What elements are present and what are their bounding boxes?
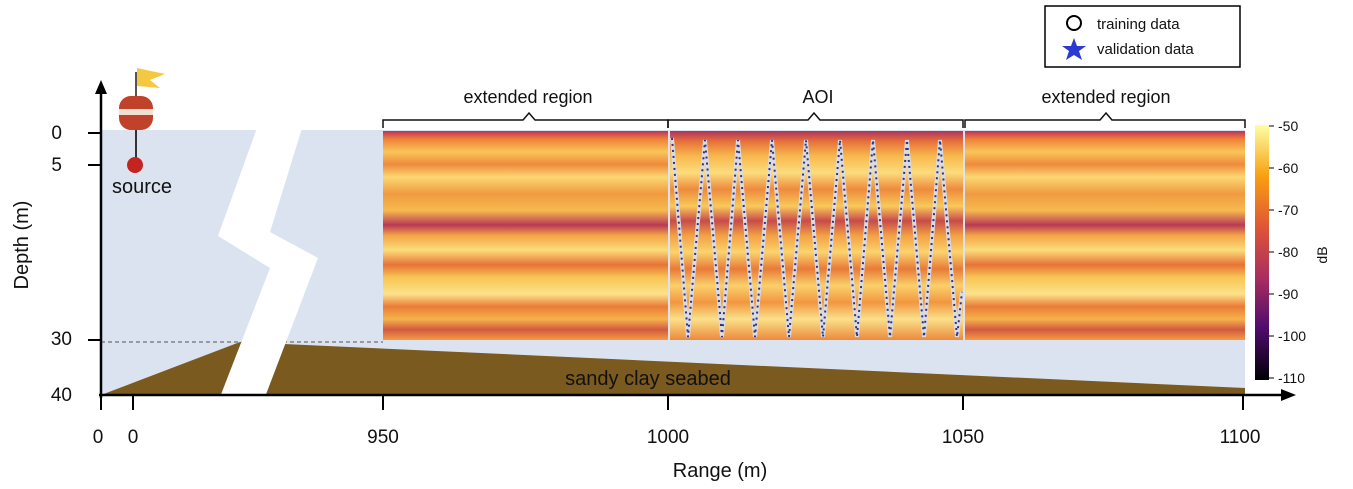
y-axis-label: Depth (m) (11, 201, 33, 290)
region-label: extended region (463, 87, 592, 107)
x-tick-label: 1100 (1220, 427, 1261, 448)
x-axis-label: Range (m) (673, 460, 767, 482)
colorbar (1255, 125, 1269, 380)
arrow (95, 80, 107, 94)
legend-label: training data (1097, 16, 1180, 33)
legend-marker (1066, 15, 1082, 31)
seabed (101, 342, 1245, 395)
colorbar-tick-label: -50 (1278, 118, 1298, 134)
legend-label: validation data (1097, 41, 1194, 58)
x-tick-label: 950 (367, 427, 399, 448)
colorbar-tick-label: -100 (1278, 328, 1306, 344)
y-tick-label: 0 (51, 123, 62, 144)
colorbar-tick-label: -110 (1278, 370, 1305, 386)
x-tick-label: 0 (93, 427, 104, 448)
seabed-label: sandy clay seabed (565, 368, 731, 390)
y-tick-label: 40 (51, 385, 72, 406)
colorbar-tick-label: -90 (1278, 286, 1298, 302)
legend-marker (1062, 38, 1086, 60)
buoy (119, 68, 165, 173)
brace (382, 111, 669, 128)
validation-path (671, 137, 963, 338)
region-label: extended region (1041, 87, 1170, 107)
y-tick-label: 30 (51, 329, 72, 350)
x-tick-label: 1050 (942, 427, 984, 448)
heatmap (383, 131, 668, 340)
source-label: source (112, 176, 172, 198)
colorbar-ticks (1269, 125, 1274, 379)
region-label: AOI (802, 87, 833, 107)
colorbar-tick-label: -80 (1278, 244, 1298, 260)
arrow (1281, 389, 1296, 401)
y-tick-label: 5 (51, 155, 62, 176)
heatmap (965, 131, 1245, 340)
colorbar-tick-label: -60 (1278, 160, 1298, 176)
x-tick-label: 1000 (647, 427, 689, 448)
axis-break (218, 128, 318, 397)
brace (667, 111, 964, 128)
ticks (88, 132, 1244, 410)
colorbar-label: dB (1314, 246, 1330, 263)
x-tick-label: 0 (128, 427, 139, 448)
colorbar-tick-label: -70 (1278, 202, 1298, 218)
brace (964, 111, 1246, 128)
